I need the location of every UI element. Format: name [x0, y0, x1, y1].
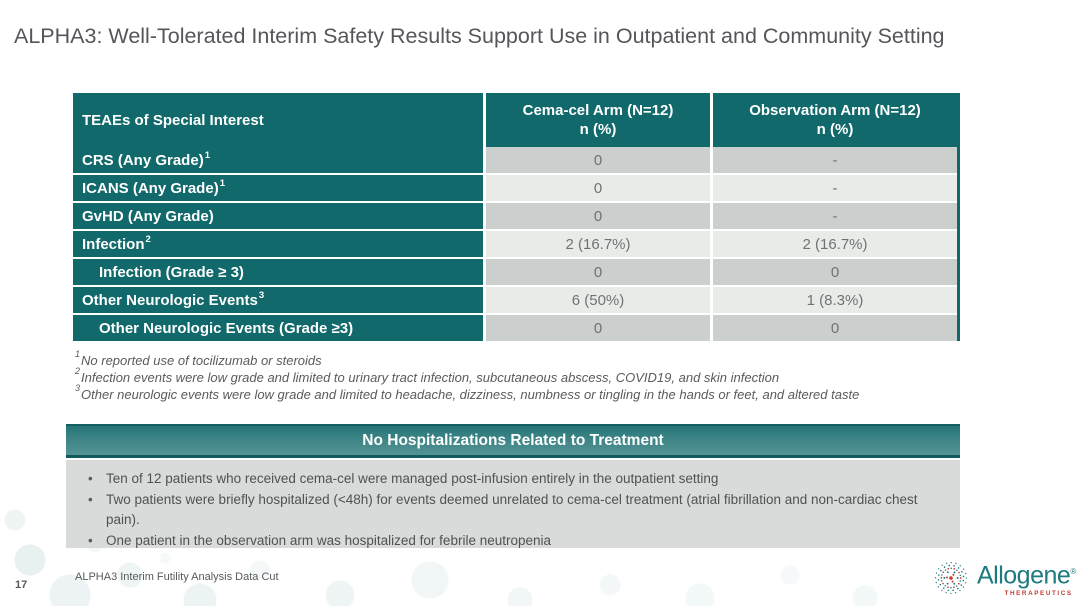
observation-cell: 1 (8.3%): [713, 287, 957, 313]
bullet-item: One patient in the observation arm was h…: [88, 531, 918, 551]
cema-cel-cell: 0: [486, 175, 710, 201]
observation-cell: 2 (16.7%): [713, 231, 957, 257]
table-row-icans: ICANS (Any Grade) 1 0 -: [73, 175, 957, 201]
logo-wordmark: Allogene®: [977, 561, 1076, 590]
slide-title: ALPHA3: Well-Tolerated Interim Safety Re…: [14, 24, 945, 48]
bullet-item: Ten of 12 patients who received cema-cel…: [88, 469, 918, 489]
hospitalization-details-box: Ten of 12 patients who received cema-cel…: [66, 460, 960, 551]
cema-cel-cell: 0: [486, 203, 710, 229]
table-row-crs: CRS (Any Grade) 1 0 -: [73, 147, 957, 173]
row-label: CRS (Any Grade) 1: [73, 147, 483, 173]
header-observation-arm: Observation Arm (N=12) n (%): [713, 93, 957, 147]
cema-cel-cell: 0: [486, 315, 710, 341]
bullet-item: Two patients were briefly hospitalized (…: [88, 490, 918, 530]
header-cema-cel-arm: Cema-cel Arm (N=12) n (%): [486, 93, 710, 147]
table-header-row: TEAEs of Special Interest Cema-cel Arm (…: [73, 93, 957, 147]
observation-cell: 0: [713, 259, 957, 285]
cema-cel-cell: 2 (16.7%): [486, 231, 710, 257]
logo-subtitle: THERAPEUTICS: [1004, 589, 1073, 597]
footnote-2: 2Infection events were low grade and lim…: [75, 365, 780, 385]
observation-cell: -: [713, 175, 957, 201]
observation-cell: -: [713, 147, 957, 173]
footnote-3: 3Other neurologic events were low grade …: [75, 382, 860, 402]
footer-note: ALPHA3 Interim Futility Analysis Data Cu…: [75, 571, 279, 583]
table-row-infection: Infection 2 2 (16.7%) 2 (16.7%): [73, 231, 957, 257]
header-teae: TEAEs of Special Interest: [73, 93, 483, 147]
row-label: Other Neurologic Events (Grade ≥3): [73, 315, 483, 341]
footnote-1: 1No reported use of tocilizumab or stero…: [75, 348, 322, 368]
cema-cel-cell: 6 (50%): [486, 287, 710, 313]
cema-cel-cell: 0: [486, 259, 710, 285]
page-number: 17: [15, 579, 28, 591]
allogene-logo: Allogene® THERAPEUTICS: [932, 559, 1076, 597]
teae-table: TEAEs of Special Interest Cema-cel Arm (…: [73, 93, 960, 341]
row-label: Other Neurologic Events 3: [73, 287, 483, 313]
table-row-other-neurologic-grade3: Other Neurologic Events (Grade ≥3) 0 0: [73, 315, 957, 341]
row-label: ICANS (Any Grade) 1: [73, 175, 483, 201]
row-label: Infection (Grade ≥ 3): [73, 259, 483, 285]
row-label: Infection 2: [73, 231, 483, 257]
observation-cell: -: [713, 203, 957, 229]
logo-text: Allogene® THERAPEUTICS: [977, 559, 1076, 597]
footnotes: 1No reported use of tocilizumab or stero…: [75, 348, 1065, 403]
row-label: GvHD (Any Grade): [73, 203, 483, 229]
table-row-infection-grade3: Infection (Grade ≥ 3) 0 0: [73, 259, 957, 285]
table-row-gvhd: GvHD (Any Grade) 0 -: [73, 203, 957, 229]
table-body: CRS (Any Grade) 1 0 - ICANS (Any Grade) 1 …: [73, 147, 957, 341]
observation-cell: 0: [713, 315, 957, 341]
cema-cel-cell: 0: [486, 147, 710, 173]
bullet-list: Ten of 12 patients who received cema-cel…: [88, 469, 940, 551]
molecule-burst-icon: [934, 561, 968, 595]
no-hospitalizations-banner: No Hospitalizations Related to Treatment: [66, 424, 960, 458]
banner-title: No Hospitalizations Related to Treatment: [362, 431, 664, 449]
table-row-other-neurologic: Other Neurologic Events 3 6 (50%) 1 (8.3%…: [73, 287, 957, 313]
